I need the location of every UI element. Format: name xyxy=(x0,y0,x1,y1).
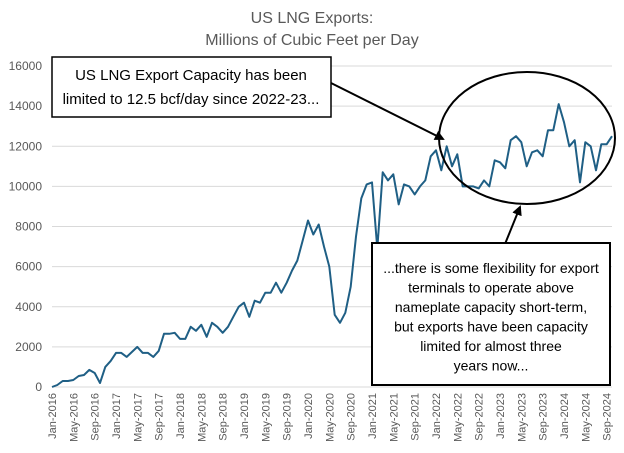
x-tick-label: Jan-2018 xyxy=(175,393,187,439)
x-tick-label: Sep-2017 xyxy=(154,393,166,441)
y-tick-label: 0 xyxy=(35,380,42,394)
series-line-layer xyxy=(51,103,613,388)
x-axis-ticks: Jan-2016 May-2016 Sep-2016 Jan-2017 May-2017… xyxy=(47,393,614,442)
x-tick-label: Jan-2019 xyxy=(239,393,251,439)
x-tick-label: Jan-2017 xyxy=(111,393,123,439)
y-tick-label: 6000 xyxy=(15,260,42,274)
x-tick-label: Jan-2022 xyxy=(431,393,443,439)
capacity-highlight-ellipse xyxy=(438,71,616,205)
x-tick-label: Jan-2021 xyxy=(367,393,379,439)
x-tick-label: Sep-2023 xyxy=(538,393,550,441)
y-tick-label: 4000 xyxy=(15,300,42,314)
x-tick-label: Sep-2021 xyxy=(410,393,422,441)
x-tick-label: Jan-2023 xyxy=(495,393,507,439)
x-tick-label: Sep-2020 xyxy=(346,393,358,441)
x-tick-label: Jan-2020 xyxy=(303,393,315,439)
flexibility-callout-box xyxy=(371,242,611,386)
x-tick-label: Sep-2016 xyxy=(90,393,102,441)
annotation-layer: US LNG Export Capacity has been limited t… xyxy=(51,56,616,386)
y-axis-ticks: 0 2000 4000 6000 8000 10000 12000 14000 16000 xyxy=(9,59,43,394)
y-tick-label: 14000 xyxy=(9,99,43,113)
x-tick-label: Jan-2024 xyxy=(559,393,571,439)
grid-layer xyxy=(52,65,612,388)
capacity-callout-line: limited to 12.5 bcf/day since 2022-23... xyxy=(63,91,320,108)
flexibility-arrow xyxy=(504,205,522,245)
y-tick-label: 16000 xyxy=(9,59,43,73)
flexibility-callout-line: nameplate capacity short-term, xyxy=(395,299,587,315)
x-tick-label: May-2023 xyxy=(516,393,528,442)
flexibility-callout-line: but exports have been capacity xyxy=(394,319,588,335)
x-tick-label: Sep-2024 xyxy=(602,393,614,441)
x-tick-label: May-2022 xyxy=(452,393,464,442)
series-line-lng-exports xyxy=(51,103,613,388)
capacity-callout-line: US LNG Export Capacity has been xyxy=(75,67,307,84)
x-tick-label: May-2024 xyxy=(580,393,592,442)
flexibility-callout-line: terminals to operate above xyxy=(408,280,574,296)
x-tick-label: May-2020 xyxy=(324,393,336,442)
capacity-arrow xyxy=(330,82,445,140)
flexibility-callout-line: years now... xyxy=(454,358,529,374)
x-tick-label: May-2019 xyxy=(260,393,272,442)
x-tick-label: Sep-2022 xyxy=(474,393,486,441)
x-tick-label: May-2016 xyxy=(68,393,80,442)
x-tick-label: Jan-2016 xyxy=(47,393,59,439)
x-tick-label: May-2017 xyxy=(132,393,144,442)
y-tick-label: 10000 xyxy=(9,179,43,193)
x-tick-label: Sep-2019 xyxy=(282,393,294,441)
x-tick-label: May-2018 xyxy=(196,393,208,442)
y-tick-label: 2000 xyxy=(15,340,42,354)
y-tick-label: 12000 xyxy=(9,139,43,153)
x-tick-label: Sep-2018 xyxy=(218,393,230,441)
chart-title: US LNG Exports: xyxy=(251,10,374,27)
x-tick-label: May-2021 xyxy=(388,393,400,442)
flexibility-callout-line: ...there is some flexibility for export xyxy=(383,260,599,276)
flexibility-callout-line: limited for almost three xyxy=(420,338,562,354)
y-tick-label: 8000 xyxy=(15,220,42,234)
chart-subtitle: Millions of Cubic Feet per Day xyxy=(205,32,418,49)
capacity-callout-box xyxy=(51,56,332,118)
